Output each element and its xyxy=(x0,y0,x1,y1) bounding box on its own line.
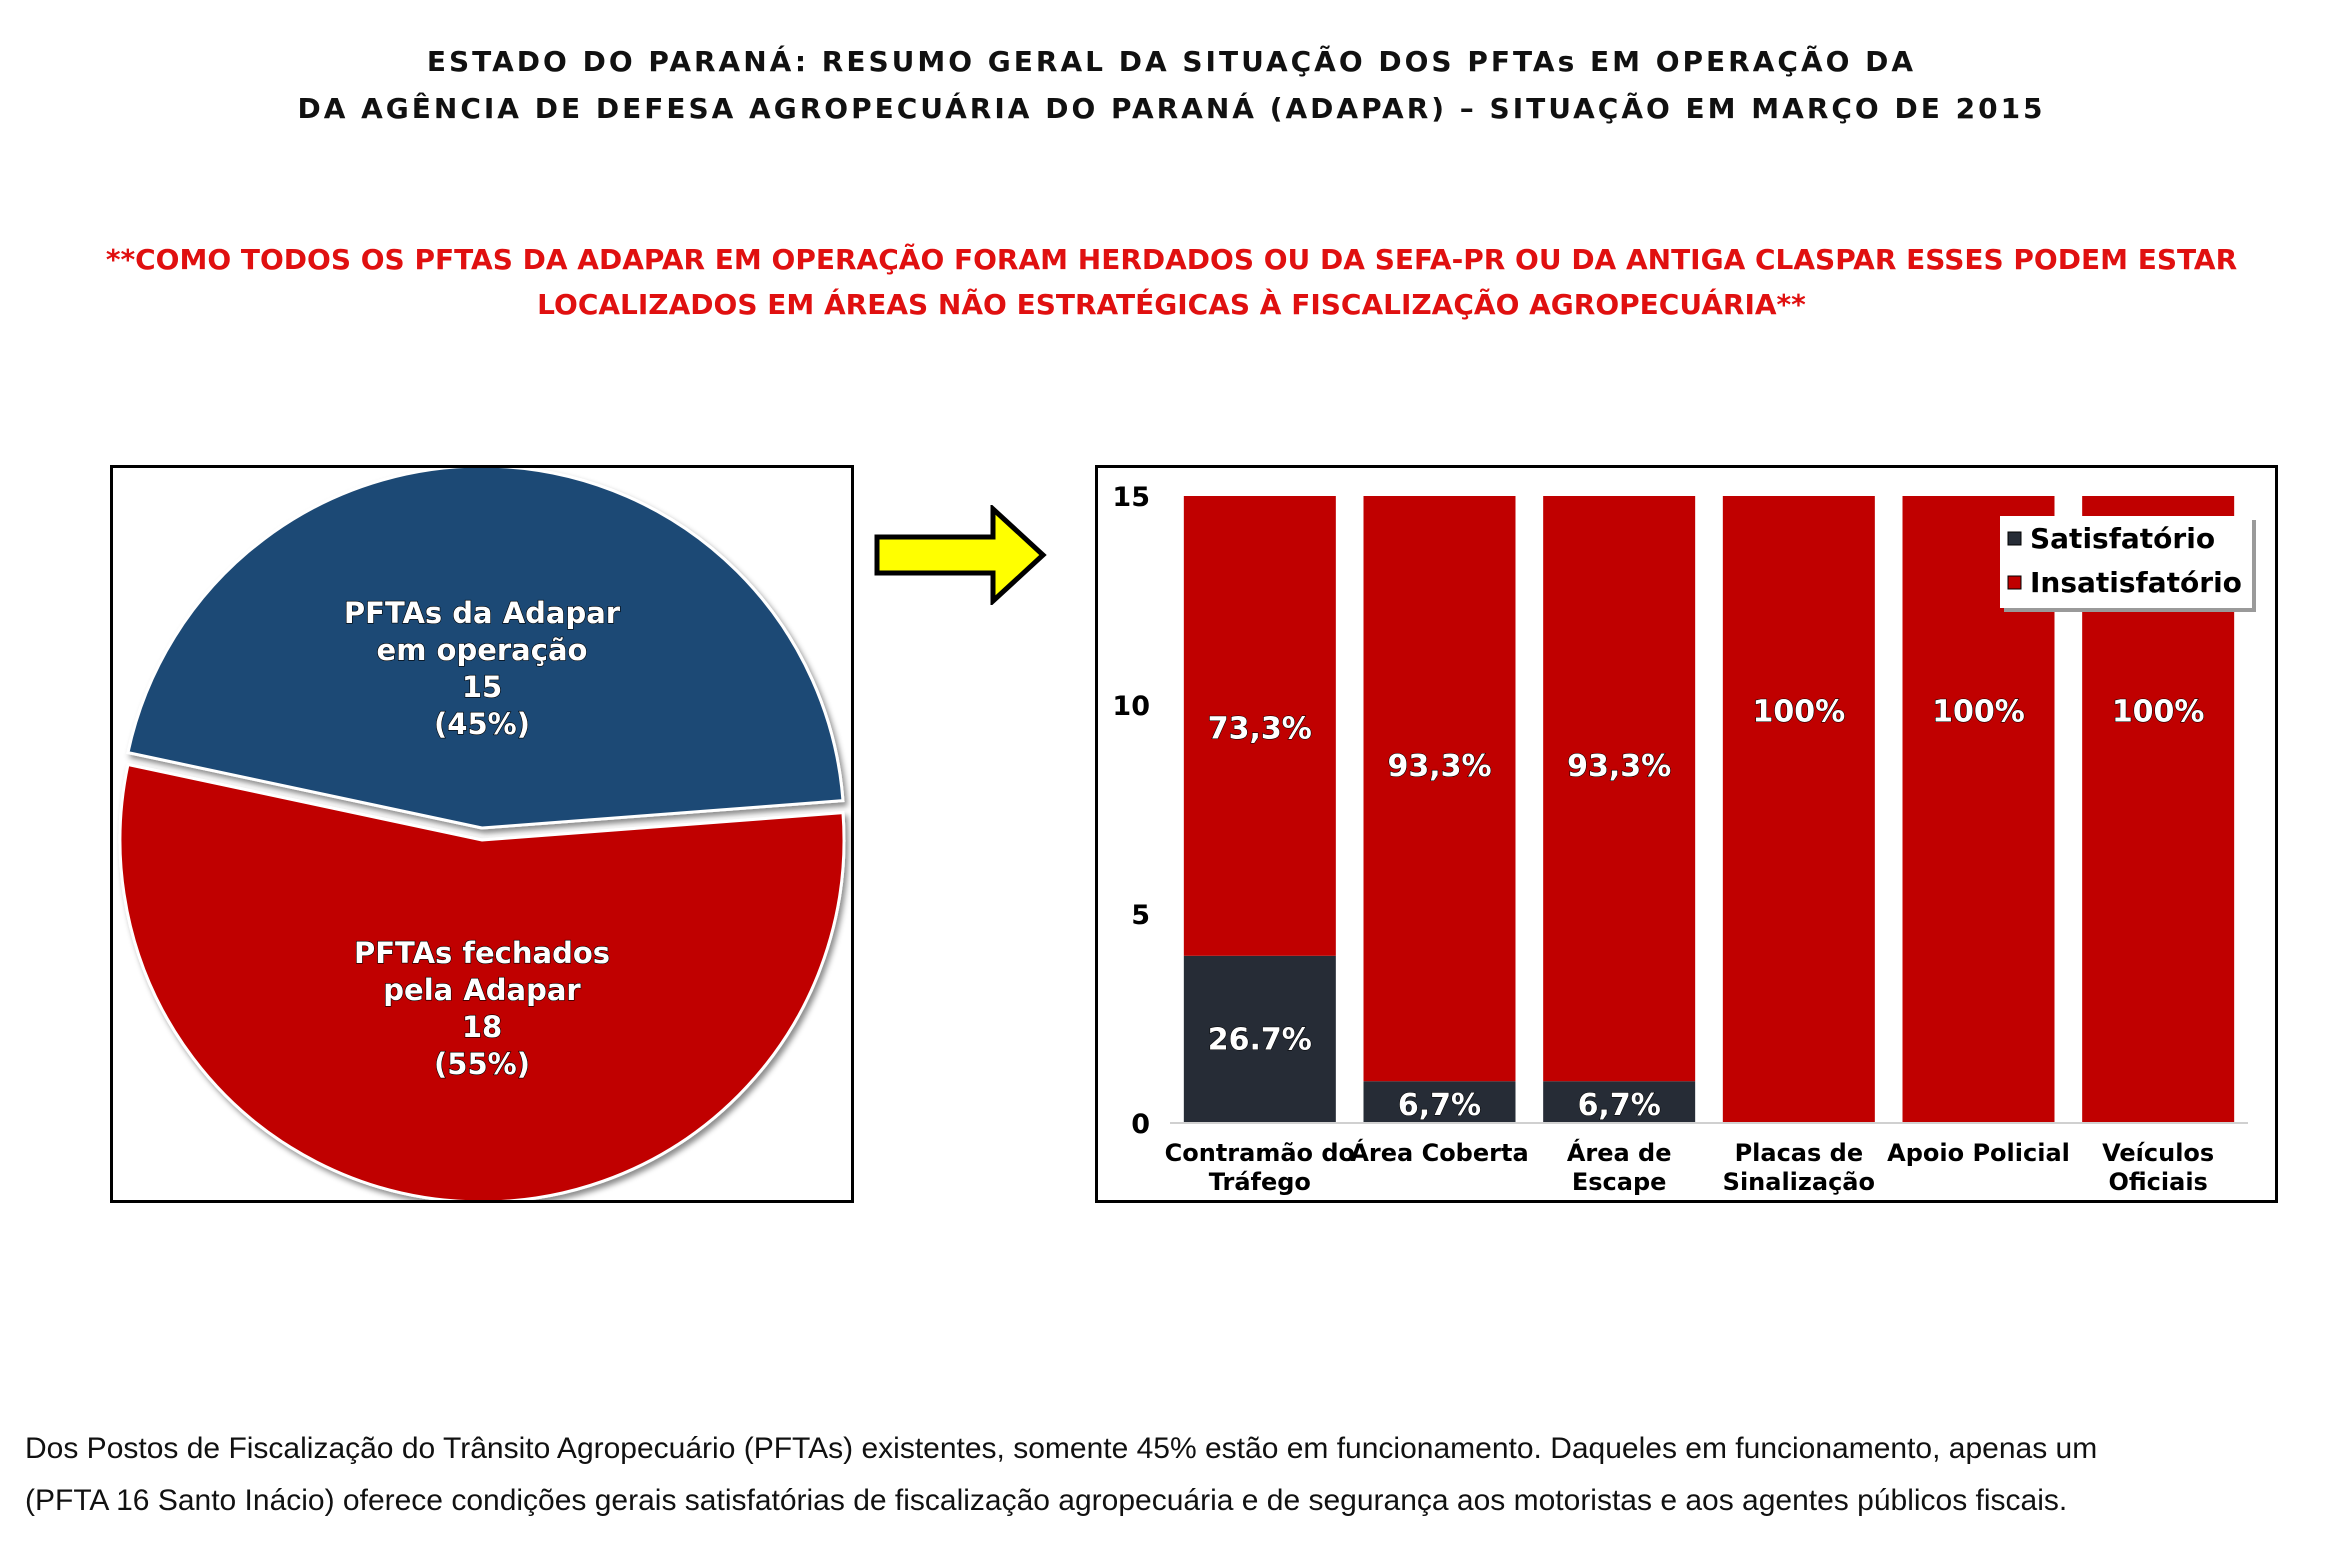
data-label-insatisfatório-4: 100% xyxy=(1932,695,2025,730)
footer-text-line-1: Dos Postos de Fiscalização do Trânsito A… xyxy=(25,1432,2098,1465)
pie-label-1-line-3: (55%) xyxy=(434,1047,530,1081)
bar-insatisfatório-3 xyxy=(1722,496,1875,1123)
pie-label-0-line-3: (45%) xyxy=(434,707,530,741)
legend-swatch-satisfatório xyxy=(2007,531,2022,546)
pie-label-0-line-0: PFTAs da Adapar xyxy=(344,596,621,630)
y-tick-label-15: 15 xyxy=(1112,482,1150,513)
pie-slice-1 xyxy=(118,762,846,1200)
pie-label-1-line-0: PFTAs fechados xyxy=(354,936,610,970)
category-label-3-line-1: Sinalização xyxy=(1723,1168,1875,1196)
legend: Satisfatório Insatisfatório xyxy=(2000,516,2256,612)
bar-satisfatório-2 xyxy=(1543,1081,1696,1123)
legend-label-satisfatório: Satisfatório xyxy=(2030,522,2215,555)
data-label-insatisfatório-3: 100% xyxy=(1752,695,1845,730)
bar-insatisfatório-2 xyxy=(1543,496,1696,1082)
right-arrow-icon xyxy=(874,505,1047,605)
y-tick-label-5: 5 xyxy=(1131,900,1150,931)
bar-insatisfatório-0 xyxy=(1183,496,1336,956)
title-line-2: DA AGÊNCIA DE DEFESA AGROPECUÁRIA DO PAR… xyxy=(297,92,2046,125)
pie-label-0-line-1: em operação xyxy=(377,633,588,667)
note-line-2: LOCALIZADOS EM ÁREAS NÃO ESTRATÉGICAS À … xyxy=(537,288,1806,321)
data-label-insatisfatório-0: 73,3% xyxy=(1208,711,1312,746)
category-label-5-line-0: Veículos xyxy=(2102,1139,2214,1167)
category-label-0-line-1: Tráfego xyxy=(1209,1168,1311,1196)
category-label-3-line-0: Placas de xyxy=(1735,1139,1864,1167)
bar-insatisfatório-1 xyxy=(1363,496,1516,1082)
y-tick-label-0: 0 xyxy=(1131,1109,1150,1140)
legend-label-insatisfatório: Insatisfatório xyxy=(2030,566,2242,599)
pie-label-1-line-2: 18 xyxy=(462,1010,502,1044)
pie-label-0-line-2: 15 xyxy=(462,670,502,704)
y-tick-label-10: 10 xyxy=(1112,691,1150,722)
category-label-4-line-0: Apoio Policial xyxy=(1887,1139,2070,1167)
data-label-satisfatório-0: 26.7% xyxy=(1208,1022,1312,1057)
data-label-satisfatório-1: 6,7% xyxy=(1398,1088,1481,1123)
category-label-5-line-1: Oficiais xyxy=(2108,1168,2207,1196)
pie-chart-panel: PFTAs da Adapar em operação 15 (45%) PFTAs f… xyxy=(110,465,854,1203)
bar-satisfatório-1 xyxy=(1363,1081,1516,1123)
title-line-1: ESTADO DO PARANÁ: RESUMO GERAL DA SITUAÇ… xyxy=(426,45,1917,78)
category-label-2-line-1: Escape xyxy=(1572,1168,1667,1196)
bar-satisfatório-0 xyxy=(1183,955,1336,1123)
pie-label-1-line-1: pela Adapar xyxy=(383,973,581,1007)
legend-swatch-insatisfatório xyxy=(2007,575,2022,590)
data-label-satisfatório-2: 6,7% xyxy=(1578,1088,1661,1123)
note-line-1: **COMO TODOS OS PFTAS DA ADAPAR EM OPERA… xyxy=(105,243,2238,276)
bar-chart-panel: 0 5 10 15 26.7% 73,3% Contramão do Tráfego 6,7% 9… xyxy=(1095,465,2278,1203)
pie-slice-0 xyxy=(126,468,845,830)
data-label-insatisfatório-1: 93,3% xyxy=(1387,749,1491,784)
footer-text-line-2: (PFTA 16 Santo Inácio) oferece condições… xyxy=(25,1484,2068,1517)
data-label-insatisfatório-2: 93,3% xyxy=(1567,749,1671,784)
data-label-insatisfatório-5: 100% xyxy=(2112,695,2205,730)
category-label-1-line-0: Área Coberta xyxy=(1350,1138,1528,1167)
category-label-0-line-0: Contramão do xyxy=(1165,1139,1355,1167)
category-label-2-line-0: Área de xyxy=(1567,1138,1672,1167)
